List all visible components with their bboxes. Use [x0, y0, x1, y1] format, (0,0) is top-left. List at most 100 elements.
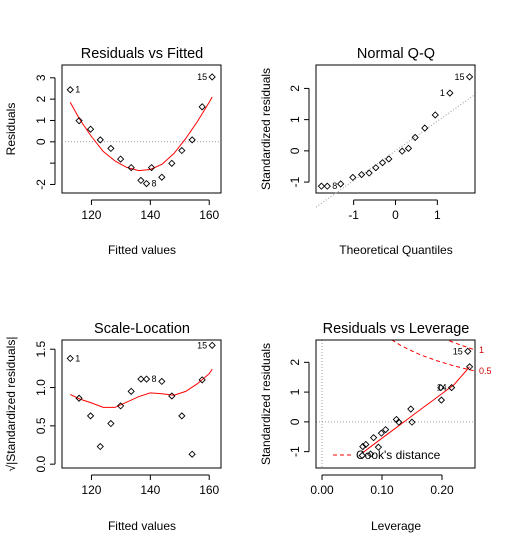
y-tick-label: 0 [288, 147, 302, 154]
y-tick-label: 1.5 [34, 341, 48, 358]
y-tick-label: 1 [34, 117, 48, 124]
data-point [465, 348, 471, 354]
smoother-path [70, 369, 212, 407]
x-tick-label: 0.10 [370, 483, 394, 497]
y-tick-label: -2 [34, 179, 48, 190]
y-axis: -1 0 1 2 [288, 85, 309, 188]
x-tick-label: 160 [199, 208, 219, 222]
data-point [128, 388, 134, 394]
data-point [144, 181, 150, 187]
data-point [324, 183, 330, 189]
legend-cook-label: Cook's distance [356, 448, 441, 462]
y-tick-label: 1 [288, 388, 302, 395]
point-label: 14 [437, 383, 447, 393]
smoother-path [362, 367, 469, 453]
x-axis-title: Fitted values [108, 519, 176, 533]
x-tick-label: 1 [434, 208, 441, 222]
point-label: 1 [75, 353, 80, 363]
x-tick-label: 0.00 [310, 483, 334, 497]
x-tick-label: -1 [348, 208, 359, 222]
data-point [67, 355, 73, 361]
y-axis: 0.0 0.5 1.0 1.5 [34, 341, 55, 473]
data-point [447, 90, 453, 96]
data-point [350, 174, 356, 180]
data-point [159, 174, 165, 180]
data-point [189, 451, 195, 457]
y-tick-label: 1.0 [34, 379, 48, 396]
point-label: 15 [197, 340, 207, 350]
legend: Cook's distance [333, 448, 441, 462]
y-tick-label: 1 [288, 116, 302, 123]
panel-title: Residuals vs Fitted [81, 46, 204, 62]
y-tick-label: 2 [34, 95, 48, 102]
x-axis: -1 0 1 [348, 200, 441, 222]
data-point [179, 413, 185, 419]
point-label: 8 [332, 181, 337, 191]
data-point [366, 170, 372, 176]
y-tick-label: 3 [34, 74, 48, 81]
data-point [359, 172, 365, 178]
y-axis-title: Residuals [4, 103, 18, 156]
y-tick-label: 2 [288, 85, 302, 92]
y-axis-title: Standardized residuals [259, 343, 273, 465]
cook-contour-label: 1 [479, 345, 484, 355]
y-axis-title: √|Standardized residuals| [4, 337, 18, 472]
x-axis-title: Fitted values [108, 243, 176, 257]
data-point [209, 74, 215, 80]
data-point [209, 342, 215, 348]
y-tick-label: 0.0 [34, 456, 48, 473]
data-point [432, 112, 438, 118]
point-label: 1 [75, 85, 80, 95]
point-label: 15 [455, 72, 465, 82]
y-axis-title: Standardized residuals [259, 68, 273, 190]
data-point [371, 435, 377, 441]
x-tick-label: 160 [199, 483, 219, 497]
smoother-line [70, 369, 212, 407]
data-point [88, 413, 94, 419]
x-tick-label: 140 [140, 483, 160, 497]
x-tick-label: 120 [81, 208, 101, 222]
panel-residuals-vs-leverage: Residuals vs Leverage Leverage Standardi… [259, 238, 492, 533]
y-tick-label: -1 [288, 446, 302, 457]
panel-title: Scale-Location [94, 321, 190, 337]
data-point [422, 125, 428, 131]
point-label: 8 [152, 374, 157, 384]
data-point [179, 148, 185, 154]
data-point [408, 406, 414, 412]
data-point [373, 165, 379, 171]
data-point [412, 134, 418, 140]
y-axis: -1 0 1 2 [288, 359, 309, 457]
x-tick-label: 0 [392, 208, 399, 222]
data-point [88, 126, 94, 132]
data-point [199, 104, 205, 110]
plot-frame [62, 340, 221, 468]
x-axis: 120 140 160 [81, 200, 219, 222]
data-point [97, 444, 103, 450]
x-tick-label: 0.20 [430, 483, 454, 497]
data-point [386, 156, 392, 162]
data-point [67, 87, 73, 93]
data-point [138, 177, 144, 183]
smoother-line [70, 97, 212, 171]
x-tick-label: 140 [140, 208, 160, 222]
data-point [118, 156, 124, 162]
y-tick-label: 2 [288, 359, 302, 366]
panel-scale-location: Scale-Location Fitted values √|Standardi… [4, 321, 221, 533]
data-point [108, 145, 114, 151]
data-point [318, 183, 324, 189]
y-tick-label: 0.5 [34, 417, 48, 434]
smoother-path [70, 97, 212, 171]
data-point [438, 397, 444, 403]
data-point [405, 145, 411, 151]
data-point [169, 393, 175, 399]
data-point [338, 181, 344, 187]
point-label: 8 [152, 179, 157, 189]
point-label: 15 [453, 346, 463, 356]
panel-title: Normal Q-Q [357, 46, 435, 62]
y-tick-label: 0 [34, 138, 48, 145]
qq-reference-line [316, 95, 475, 208]
y-tick-label: 0 [288, 418, 302, 425]
